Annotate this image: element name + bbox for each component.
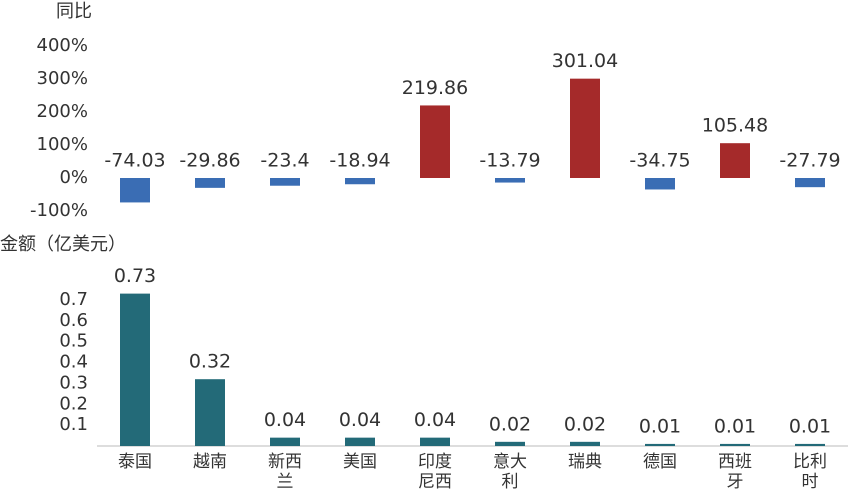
data-label: 0.01 — [789, 415, 831, 437]
data-label: -29.86 — [179, 150, 240, 172]
data-label: 0.01 — [639, 415, 681, 437]
data-label: 0.32 — [189, 351, 231, 373]
y-axis-title: 同比 — [56, 1, 92, 22]
x-tick-label: 西班牙 — [718, 452, 752, 492]
y-tick-label: 200% — [37, 101, 88, 122]
x-tick-label: 瑞典 — [568, 452, 602, 472]
data-label: -13.79 — [479, 150, 540, 172]
x-tick-label: 美国 — [343, 452, 377, 472]
bar — [270, 178, 300, 186]
y-tick-label: 0% — [59, 167, 88, 188]
y-tick-label: 0.3 — [59, 372, 88, 393]
y-axis-title: 金额（亿美元） — [0, 234, 126, 255]
y-tick-label: 100% — [37, 134, 88, 155]
bar — [795, 178, 825, 188]
bar — [645, 443, 675, 446]
y-tick-label: 0.4 — [59, 352, 88, 373]
bar — [495, 178, 525, 183]
bar — [645, 178, 675, 190]
bar — [570, 441, 600, 446]
data-label: 0.73 — [114, 265, 156, 287]
bar — [195, 379, 225, 446]
x-tick-label: 德国 — [643, 452, 677, 472]
y-tick-label: 400% — [37, 35, 88, 56]
x-tick-label: 越南 — [193, 452, 227, 472]
bar — [570, 78, 600, 178]
bar — [345, 178, 375, 185]
bar — [120, 293, 150, 446]
y-tick-label: 0.2 — [59, 393, 88, 414]
x-tick-label: 泰国 — [118, 452, 152, 472]
y-tick-label: 0.6 — [59, 310, 88, 331]
data-label: 0.04 — [414, 409, 456, 431]
x-tick-label: 意大利 — [493, 452, 527, 492]
x-tick-label: 印度尼西亚 — [418, 452, 452, 493]
data-label: 301.04 — [552, 50, 618, 72]
bar — [270, 437, 300, 446]
y-tick-label: -100% — [30, 200, 88, 221]
bar — [420, 437, 450, 446]
data-label: 0.02 — [489, 413, 531, 435]
bar — [795, 443, 825, 446]
data-label: -27.79 — [779, 150, 840, 172]
bar — [120, 178, 150, 203]
bar — [495, 441, 525, 446]
bar — [720, 443, 750, 446]
data-label: 0.04 — [264, 409, 306, 431]
data-label: -18.94 — [329, 150, 390, 172]
bar — [720, 143, 750, 178]
data-label: -23.4 — [260, 150, 309, 172]
data-label: 219.86 — [402, 77, 468, 99]
data-label: 0.02 — [564, 413, 606, 435]
bar — [345, 437, 375, 446]
data-label: 0.01 — [714, 415, 756, 437]
y-tick-label: 0.7 — [59, 289, 88, 310]
x-tick-label: 比利时 — [793, 452, 827, 492]
bar — [420, 105, 450, 178]
y-tick-label: 0.1 — [59, 414, 88, 435]
data-label: 0.04 — [339, 409, 381, 431]
y-tick-label: 0.5 — [59, 331, 88, 352]
x-tick-label: 新西兰 — [268, 452, 302, 492]
data-label: -34.75 — [629, 150, 690, 172]
bar — [195, 178, 225, 188]
y-tick-label: 300% — [37, 68, 88, 89]
data-label: 105.48 — [702, 115, 768, 137]
data-label: -74.03 — [104, 150, 165, 172]
